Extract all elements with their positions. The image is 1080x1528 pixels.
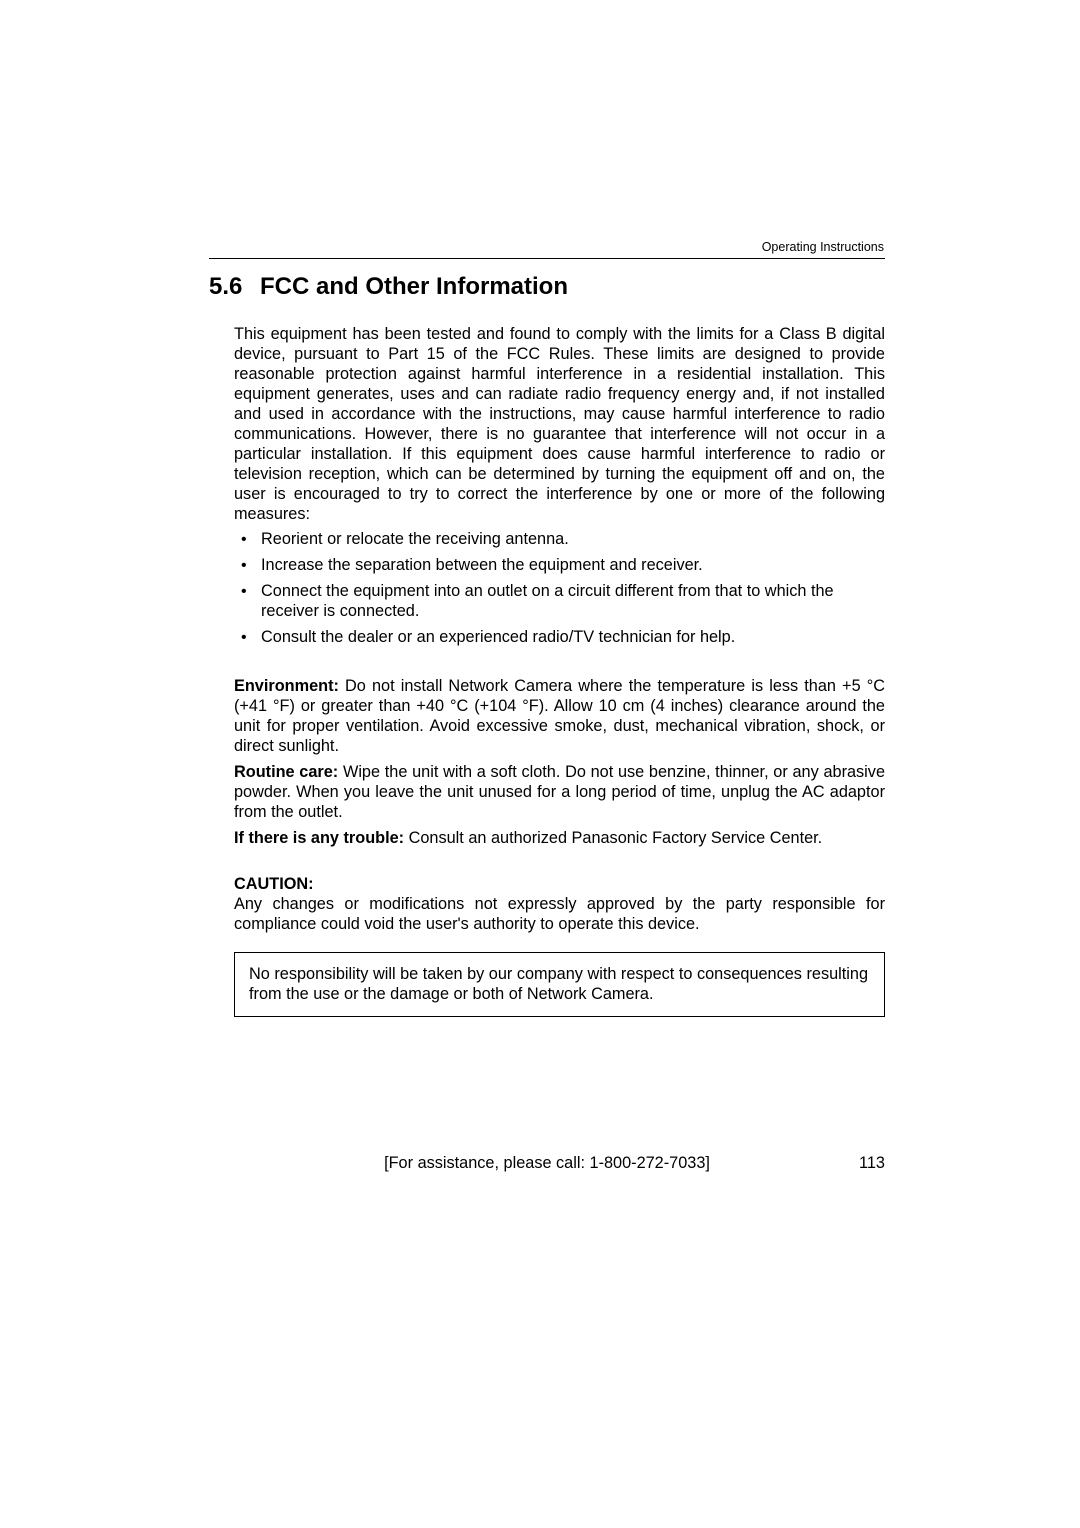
intro-paragraph: This equipment has been tested and found…	[234, 324, 885, 524]
caution-text: Any changes or modifications not express…	[234, 894, 885, 934]
trouble-text: Consult an authorized Panasonic Factory …	[404, 829, 822, 847]
list-item: Reorient or relocate the receiving anten…	[234, 530, 885, 550]
running-head: Operating Instructions	[209, 240, 885, 254]
section-number: 5.6	[209, 273, 260, 301]
content-area: Operating Instructions 5.6 FCC and Other…	[209, 240, 885, 1017]
list-item: Consult the dealer or an experienced rad…	[234, 628, 885, 648]
trouble-paragraph: If there is any trouble: Consult an auth…	[234, 828, 885, 848]
routine-care-label: Routine care:	[234, 763, 338, 781]
section-title: FCC and Other Information	[260, 273, 568, 301]
caution-block: CAUTION: Any changes or modifications no…	[234, 874, 885, 934]
document-page: Operating Instructions 5.6 FCC and Other…	[0, 0, 1080, 1528]
header-rule	[209, 258, 885, 259]
environment-paragraph: Environment: Do not install Network Came…	[234, 676, 885, 756]
environment-label: Environment:	[234, 677, 339, 695]
body-block: This equipment has been tested and found…	[234, 324, 885, 1017]
page-number: 113	[859, 1154, 885, 1173]
footer-assistance: [For assistance, please call: 1-800-272-…	[209, 1154, 885, 1173]
caution-label: CAUTION:	[234, 874, 885, 894]
list-item: Connect the equipment into an outlet on …	[234, 582, 885, 622]
list-item: Increase the separation between the equi…	[234, 556, 885, 576]
routine-care-paragraph: Routine care: Wipe the unit with a soft …	[234, 762, 885, 822]
disclaimer-box: No responsibility will be taken by our c…	[234, 952, 885, 1017]
disclaimer-text: No responsibility will be taken by our c…	[249, 965, 868, 1003]
trouble-label: If there is any trouble:	[234, 829, 404, 847]
page-footer: [For assistance, please call: 1-800-272-…	[209, 1154, 885, 1176]
measure-list: Reorient or relocate the receiving anten…	[234, 530, 885, 647]
section-heading: 5.6 FCC and Other Information	[209, 273, 885, 301]
